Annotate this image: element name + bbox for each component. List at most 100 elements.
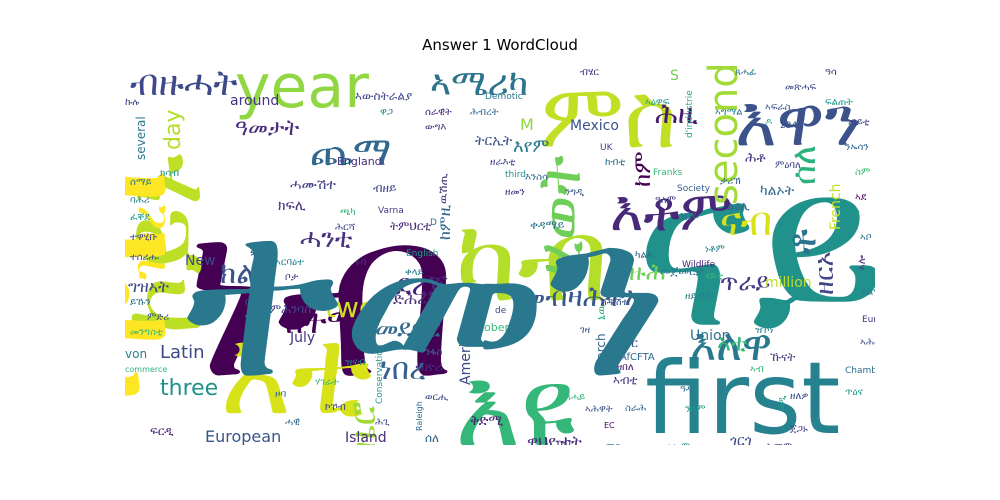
wordcloud-word: ባሕሪ bbox=[130, 195, 150, 206]
wordcloud-word: Conservation bbox=[375, 344, 385, 404]
wordcloud-word: ዘመን bbox=[505, 187, 525, 198]
wordcloud-word: ሰለ bbox=[784, 145, 824, 185]
wordcloud-word: ቦታ bbox=[285, 272, 299, 283]
wordcloud-word: ሓኪም bbox=[665, 442, 690, 445]
wordcloud-word: Franks bbox=[653, 168, 683, 178]
wordcloud-word: ጸሓፊ bbox=[735, 67, 757, 78]
wordcloud-word: ታሪኽ bbox=[720, 176, 741, 187]
wordcloud-word: መንግስቲ bbox=[130, 327, 163, 338]
wordcloud-word: ኣግማል bbox=[715, 107, 743, 118]
wordcloud-word: ኣብ bbox=[750, 364, 764, 375]
wordcloud-word: እንስሳ bbox=[525, 172, 548, 183]
wordcloud-word: ትርኢት bbox=[475, 133, 513, 149]
wordcloud-word: ሕጊ bbox=[375, 417, 390, 428]
wordcloud-word: ወርሒ bbox=[425, 392, 449, 403]
wordcloud-word: October bbox=[465, 321, 509, 334]
wordcloud-word: three bbox=[160, 376, 218, 401]
wordcloud-word: 234U bbox=[780, 121, 804, 131]
wordcloud-word: ኣሕመልቲ bbox=[860, 337, 875, 348]
wordcloud-word: ሃገራት bbox=[315, 377, 339, 388]
wordcloud-word: ውግእ bbox=[425, 122, 446, 133]
wordcloud-word: ዓመታት bbox=[235, 116, 299, 141]
wordcloud-word: እዩ bbox=[455, 343, 575, 445]
wordcloud-word: ቀዳማይ bbox=[530, 218, 565, 232]
wordcloud-word: እየም bbox=[513, 136, 549, 157]
wordcloud-word: Wildlife bbox=[682, 260, 716, 270]
wordcloud-word: ምዕባለ bbox=[775, 160, 801, 171]
wordcloud-word: ሰማይ bbox=[130, 177, 152, 188]
wordcloud-word: ሕማም bbox=[765, 442, 792, 445]
wordcloud-word: ትምህርቲ bbox=[390, 219, 431, 233]
wordcloud-word: እለዋ bbox=[690, 320, 772, 371]
wordcloud-word: ንኡሳን bbox=[845, 142, 869, 153]
wordcloud-word: ዘለዎ bbox=[790, 391, 808, 402]
wordcloud-word: እዋን bbox=[735, 80, 861, 162]
wordcloud-word: EC bbox=[604, 421, 615, 430]
wordcloud-word: ደረጃ bbox=[395, 268, 448, 303]
wordcloud-word: ዝኾነ bbox=[755, 325, 774, 336]
wordcloud-word: ስራሕ bbox=[625, 403, 646, 414]
wordcloud-word: ከምዚ bbox=[435, 204, 454, 240]
wordcloud-word: first bbox=[645, 340, 840, 445]
wordcloud-word: በረድ bbox=[245, 297, 263, 308]
wordcloud-word: ብዙሕ bbox=[610, 258, 666, 286]
wordcloud-word: ቶ bbox=[779, 229, 825, 255]
wordcloud-word: ጎቦ bbox=[245, 312, 256, 323]
wordcloud-word: ቁጽሪ bbox=[415, 359, 443, 375]
wordcloud-word: መጽሓፍ bbox=[785, 82, 817, 93]
wordcloud-word: ንሶም bbox=[685, 404, 705, 415]
wordcloud-word: ቤት bbox=[623, 315, 643, 331]
wordcloud-word: ከብቲ bbox=[605, 157, 625, 168]
wordcloud-word: ኣብቲ bbox=[613, 373, 638, 387]
wordcloud-word: Mexico bbox=[570, 118, 619, 134]
wordcloud-word: ዘራእቲ bbox=[490, 157, 516, 168]
wordcloud-word: ስም bbox=[855, 167, 870, 178]
wordcloud-word: ሩባ bbox=[355, 257, 367, 268]
wordcloud-word: ጥራይ bbox=[720, 268, 770, 296]
wordcloud-word: Demotic bbox=[485, 92, 523, 102]
wordcloud-word: ጸሓይ bbox=[565, 392, 585, 403]
wordcloud-word: ጥዕና bbox=[845, 387, 864, 398]
wordcloud-word: ምሕንባስ bbox=[270, 302, 311, 316]
wordcloud-word: ካብ bbox=[125, 164, 208, 405]
wordcloud-word: ተመን bbox=[185, 163, 669, 430]
wordcloud-word: Chambre bbox=[845, 366, 875, 376]
wordcloud-word: ሽዱሽተ bbox=[600, 297, 629, 308]
wordcloud-word: March bbox=[594, 333, 608, 370]
wordcloud-word: ነበሩ bbox=[680, 209, 699, 223]
wordcloud-word: French bbox=[828, 183, 844, 230]
wordcloud-word: ዓለም bbox=[655, 195, 676, 206]
wordcloud-word: ናብ bbox=[720, 199, 772, 245]
wordcloud-word: ድሕሪ bbox=[393, 289, 427, 308]
wordcloud-word: ዓሳ bbox=[825, 67, 837, 78]
wordcloud-word: ክልተ bbox=[220, 256, 275, 291]
wordcloud-word: መብዛሕትኡ bbox=[520, 280, 645, 313]
wordcloud-word: ኣርባዕተ bbox=[275, 257, 304, 268]
wordcloud-word: several bbox=[134, 116, 148, 160]
wordcloud-word: de bbox=[495, 306, 507, 316]
wordcloud-word: ዝበለ bbox=[615, 362, 634, 373]
wordcloud-word: ንፋስ bbox=[425, 347, 443, 358]
wordcloud-word: ሓሙሽተ bbox=[290, 177, 336, 193]
wordcloud-word: day bbox=[161, 110, 186, 150]
wordcloud-word: ሰራዊት bbox=[425, 107, 452, 118]
wordcloud-word: ዘሎ bbox=[845, 207, 860, 218]
wordcloud-word: around bbox=[230, 93, 279, 109]
chart-title: Answer 1 WordCloud bbox=[422, 36, 578, 54]
wordcloud-word: English bbox=[406, 249, 439, 259]
wordcloud-word: ፈቐደ bbox=[130, 212, 150, 223]
wordcloud-word: ኣውስትራልያ bbox=[355, 89, 412, 103]
wordcloud-word: million bbox=[765, 275, 812, 291]
wordcloud-word: New bbox=[185, 253, 216, 269]
wordcloud-word: ግዝኣት bbox=[128, 277, 169, 296]
wordcloud-word: ቀላይ bbox=[405, 267, 424, 278]
wordcloud-word: መጀመርታ bbox=[660, 264, 705, 278]
wordcloud-word: ዶ bbox=[765, 117, 773, 128]
wordcloud-word: ከተማ bbox=[285, 302, 359, 342]
wordcloud-word: von bbox=[125, 347, 147, 361]
wordcloud-word: Island bbox=[345, 430, 387, 445]
wordcloud-word: ንግዲ bbox=[565, 187, 584, 198]
wordcloud-word: ዉሽጢ bbox=[436, 173, 450, 204]
wordcloud-word: ሕዚ bbox=[655, 97, 698, 130]
